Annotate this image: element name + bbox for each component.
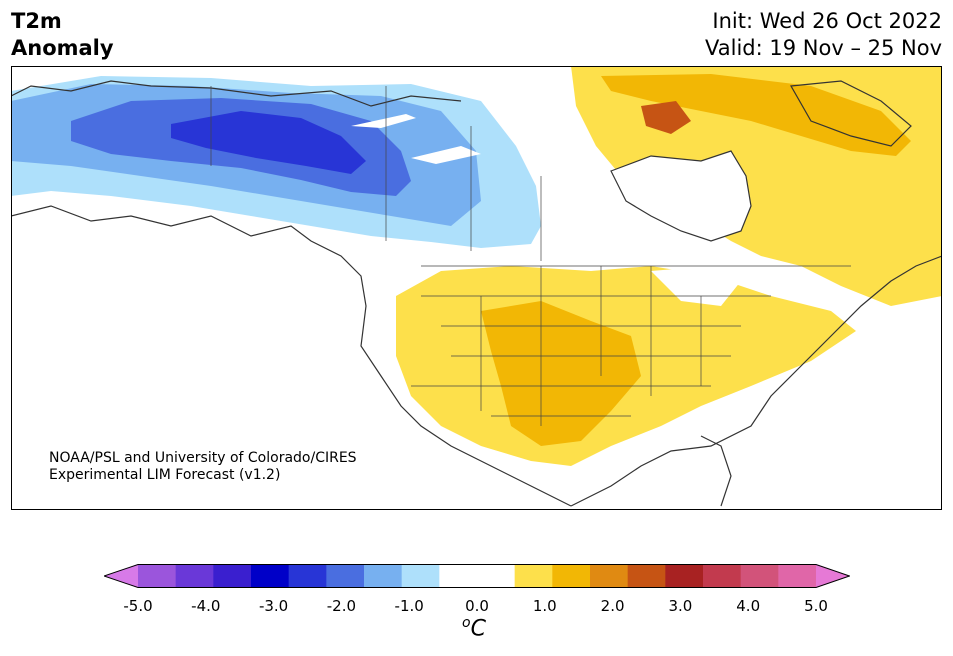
hudson-bay: [610, 150, 752, 242]
colorbar-segment: [326, 564, 365, 588]
colorbar: [104, 564, 850, 588]
credit-line-2: Experimental LIM Forecast (v1.2): [49, 467, 281, 483]
colorbar-segment: [703, 564, 742, 588]
unit-text: C: [470, 616, 486, 642]
colorbar-outline: [104, 564, 850, 588]
colorbar-ticks: -5.0 -4.0 -3.0 -2.0 -1.0 0.0 1.0 2.0 3.0 4.0 5.0: [0, 597, 953, 617]
warm-region-north-core: [641, 101, 691, 134]
forecast-dates: Init: Wed 26 Oct 2022 Valid: 19 Nov – 25…: [705, 8, 942, 62]
unit-label: oC: [462, 615, 486, 641]
florida: [700, 435, 732, 507]
tick-label: -4.0: [191, 597, 221, 615]
coastline: [11, 80, 942, 507]
tick-label: 1.0: [532, 597, 557, 615]
colorbar-max-arrow: [816, 564, 850, 588]
init-date: Init: Wed 26 Oct 2022: [712, 9, 942, 33]
colorbar-segment: [213, 564, 252, 588]
colorbar-segment: [627, 564, 666, 588]
colorbar-segment: [251, 564, 290, 588]
colorbar-segment: [364, 564, 403, 588]
tick-label: 2.0: [600, 597, 625, 615]
colorbar-min-arrow: [104, 564, 138, 588]
degree-symbol: o: [462, 615, 471, 631]
tick-label: -2.0: [326, 597, 357, 615]
tick-label: -1.0: [394, 597, 424, 615]
colorbar-segment: [778, 564, 817, 588]
tick-label: 3.0: [668, 597, 693, 615]
tick-label: -3.0: [258, 597, 289, 615]
lake-athabasca: [411, 146, 481, 164]
colorbar-segment: [514, 564, 553, 588]
colorbar-segment: [439, 564, 478, 588]
field-label: Anomaly: [11, 36, 114, 60]
state-borders: [210, 86, 851, 426]
tick-label: 4.0: [736, 597, 761, 615]
colorbar-segment: [138, 564, 177, 588]
anomaly-map: [11, 66, 942, 510]
tick-label: 0.0: [465, 597, 489, 615]
tick-label: 5.0: [804, 597, 828, 615]
map-title: T2m Anomaly: [11, 8, 114, 62]
credit-text: NOAA/PSL and University of Colorado/CIRE…: [49, 450, 357, 484]
colorbar-segment: [552, 564, 591, 588]
tick-label: -5.0: [123, 597, 153, 615]
baffin-island: [790, 80, 912, 147]
colorbar-segment: [665, 564, 704, 588]
variable-label: T2m: [11, 9, 62, 33]
warm-region-north-strong: [601, 74, 911, 156]
colorbar-segment: [288, 564, 327, 588]
colorbar-segment: [590, 564, 629, 588]
colorbar-segment: [740, 564, 779, 588]
valid-range: Valid: 19 Nov – 25 Nov: [705, 36, 942, 60]
colorbar-segment: [477, 564, 516, 588]
cold-region-core: [171, 111, 366, 174]
colorbar-segment: [401, 564, 440, 588]
great-slave-lake: [351, 114, 416, 128]
credit-line-1: NOAA/PSL and University of Colorado/CIRE…: [49, 450, 357, 466]
colorbar-segment: [175, 564, 214, 588]
